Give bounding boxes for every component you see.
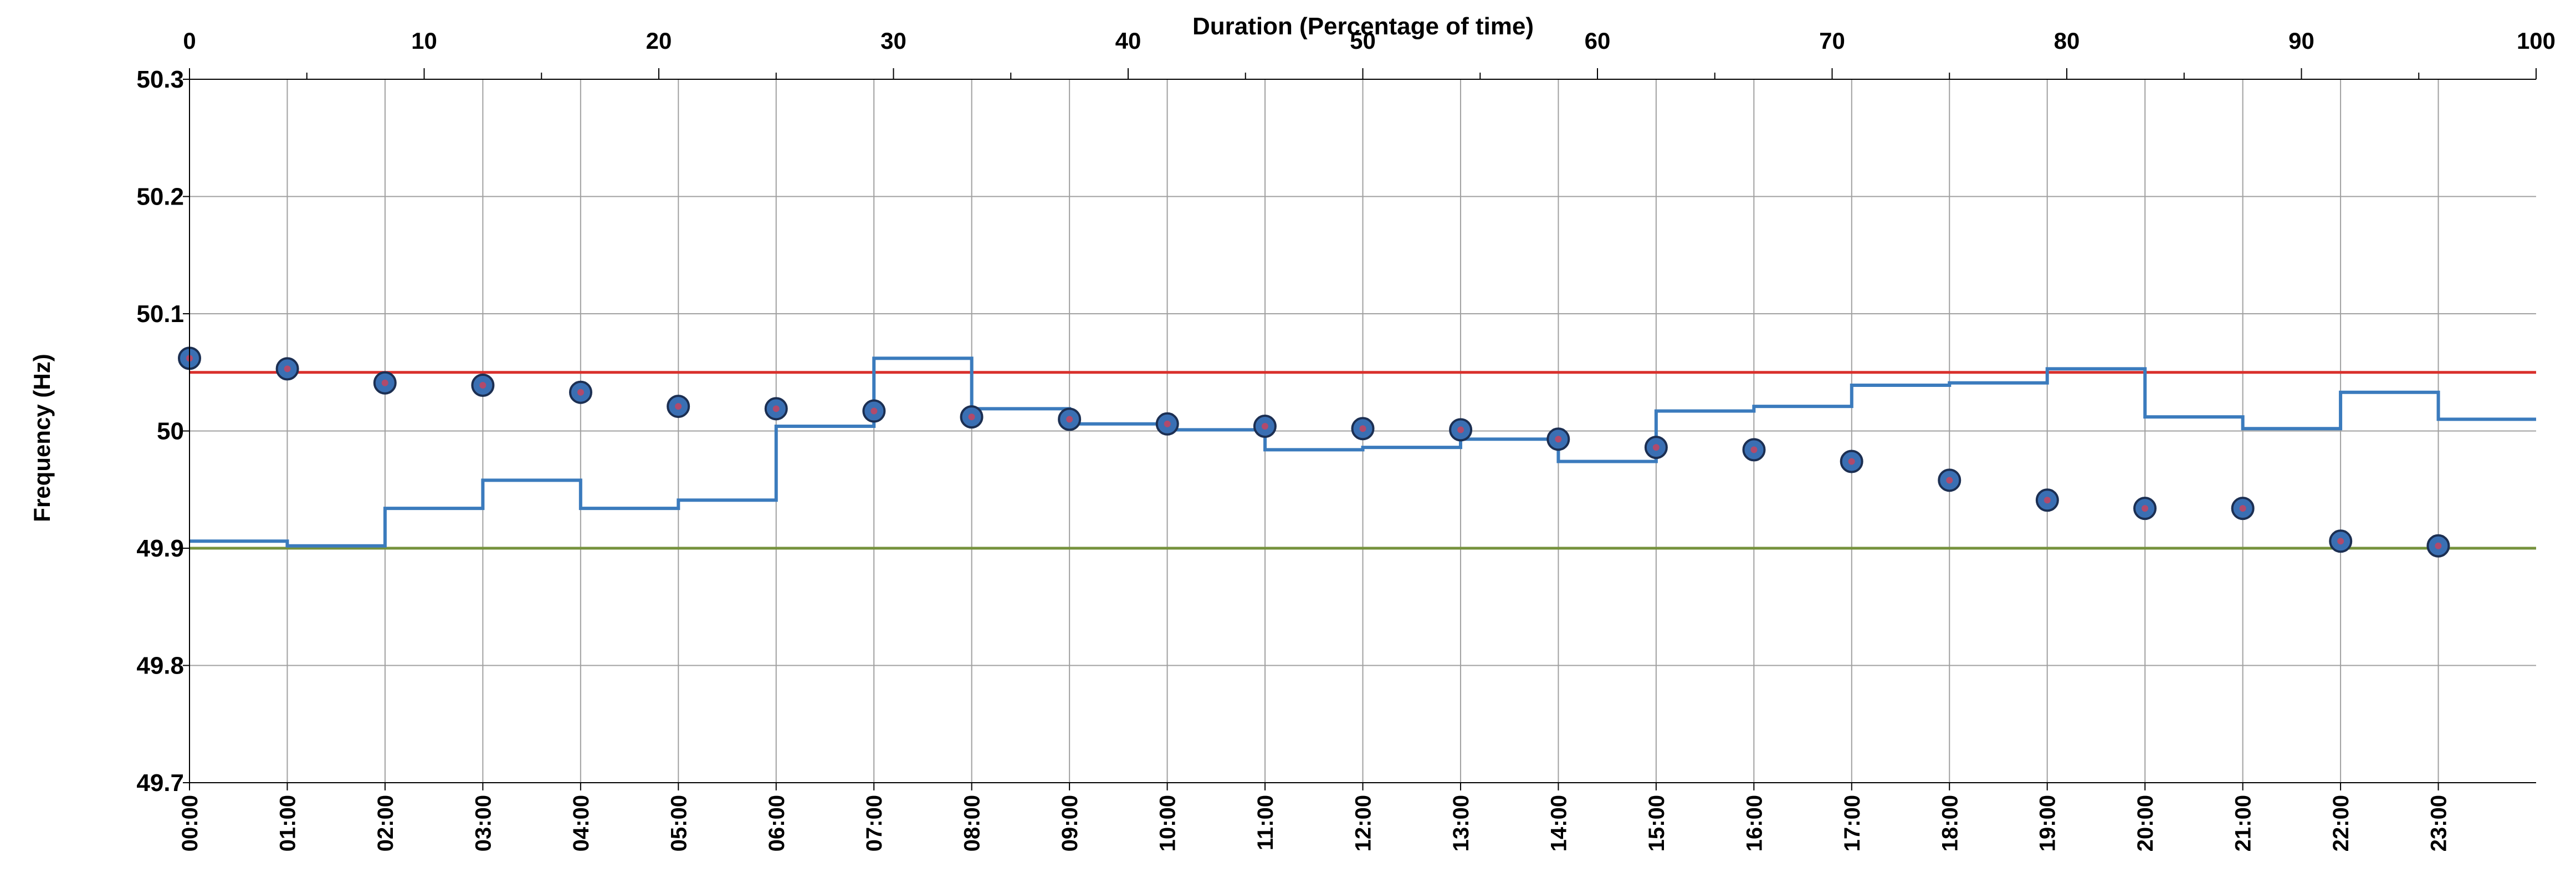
duration-point-center xyxy=(2337,538,2344,545)
x-top-tick-label: 20 xyxy=(646,28,672,54)
x-bottom-tick-label: 00:00 xyxy=(178,795,202,851)
duration-point-center xyxy=(479,382,486,389)
x-axis-top-title: Duration (Percentage of time) xyxy=(1192,13,1534,40)
duration-point-center xyxy=(1359,425,1366,432)
y-tick-label: 49.9 xyxy=(136,535,184,562)
x-bottom-tick-label: 14:00 xyxy=(1546,795,1571,851)
duration-point-center xyxy=(284,365,291,372)
duration-point-center xyxy=(870,407,878,415)
x-bottom-tick-label: 12:00 xyxy=(1351,795,1376,851)
tick-labels-layer: 49.7 49.8 49.9 50 50.1 50.2 50.3 00:00 01:00 02:0… xyxy=(136,28,2555,851)
x-top-tick-label: 100 xyxy=(2517,28,2555,54)
duration-point-center xyxy=(675,403,682,410)
x-top-tick-label: 80 xyxy=(2054,28,2080,54)
x-bottom-tick-label: 10:00 xyxy=(1156,795,1180,851)
x-bottom-tick-label: 06:00 xyxy=(765,795,789,851)
x-bottom-tick-label: 08:00 xyxy=(960,795,985,851)
duration-point-center xyxy=(1652,444,1660,451)
y-tick-label: 50.3 xyxy=(136,66,184,93)
x-bottom-tick-label: 21:00 xyxy=(2231,795,2256,851)
x-top-tick-label: 90 xyxy=(2288,28,2314,54)
x-bottom-tick-label: 22:00 xyxy=(2329,795,2353,851)
y-tick-label: 50 xyxy=(157,418,184,445)
y-tick-label: 49.7 xyxy=(136,769,184,797)
duration-point-center xyxy=(1066,416,1073,423)
duration-point-center xyxy=(2044,497,2051,504)
x-top-tick-label: 10 xyxy=(411,28,437,54)
x-bottom-tick-label: 01:00 xyxy=(275,795,300,851)
x-top-tick-label: 50 xyxy=(1350,28,1376,54)
x-bottom-tick-label: 23:00 xyxy=(2427,795,2451,851)
duration-point-center xyxy=(772,405,780,412)
x-bottom-tick-label: 05:00 xyxy=(667,795,691,851)
x-top-tick-label: 30 xyxy=(880,28,907,54)
duration-point-center xyxy=(381,379,388,386)
duration-point-center xyxy=(1848,458,1855,465)
duration-point-center xyxy=(1750,446,1758,453)
y-tick-label: 49.8 xyxy=(136,652,184,680)
duration-point-center xyxy=(577,389,584,396)
x-bottom-tick-label: 19:00 xyxy=(2036,795,2060,851)
duration-point-center xyxy=(2435,542,2442,549)
x-bottom-tick-label: 02:00 xyxy=(373,795,398,851)
series-layer xyxy=(178,346,2536,558)
y-tick-label: 50.2 xyxy=(136,183,184,211)
x-bottom-tick-label: 03:00 xyxy=(471,795,495,851)
duration-point-center xyxy=(1555,436,1562,443)
x-bottom-tick-label: 18:00 xyxy=(1938,795,1962,851)
x-bottom-tick-label: 17:00 xyxy=(1840,795,1865,851)
x-bottom-tick-label: 11:00 xyxy=(1253,795,1278,850)
y-axis-title: Frequency (Hz) xyxy=(29,354,55,522)
y-tick-label: 50.1 xyxy=(136,300,184,328)
x-bottom-tick-label: 16:00 xyxy=(1742,795,1766,851)
x-top-tick-label: 70 xyxy=(1819,28,1845,54)
x-bottom-tick-label: 13:00 xyxy=(1449,795,1473,851)
duration-point-center xyxy=(2142,505,2149,512)
duration-point-center xyxy=(1164,420,1171,427)
x-bottom-tick-label: 04:00 xyxy=(569,795,593,851)
duration-point-center xyxy=(2239,505,2246,512)
x-top-tick-label: 60 xyxy=(1585,28,1611,54)
x-bottom-tick-label: 09:00 xyxy=(1058,795,1082,851)
duration-point-center xyxy=(1457,426,1464,433)
x-top-tick-label: 40 xyxy=(1115,28,1141,54)
duration-point-center xyxy=(1261,423,1268,430)
plot-frame-layer xyxy=(183,68,2537,790)
x-top-tick-label: 0 xyxy=(183,28,196,54)
x-bottom-tick-label: 20:00 xyxy=(2133,795,2158,851)
x-bottom-tick-label: 07:00 xyxy=(862,795,887,851)
x-bottom-tick-label: 15:00 xyxy=(1645,795,1669,851)
hourly-frequency-step-line xyxy=(190,356,2536,548)
duration-point-center xyxy=(968,414,975,421)
duration-point-center xyxy=(1946,477,1953,484)
